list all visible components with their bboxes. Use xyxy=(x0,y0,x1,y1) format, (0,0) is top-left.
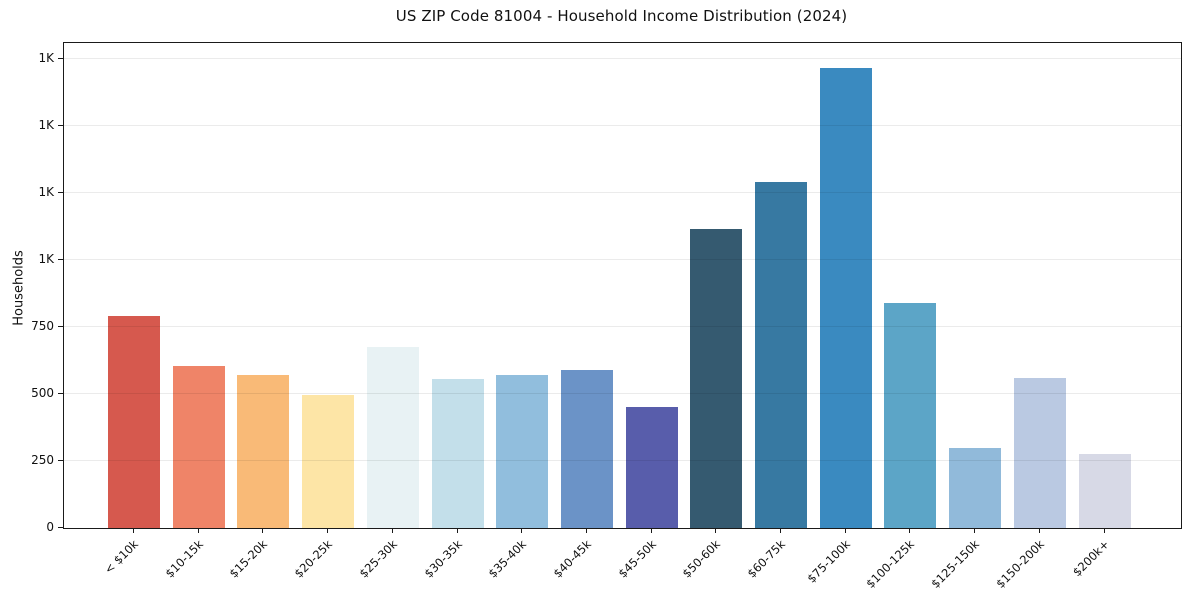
y-tick xyxy=(58,326,63,327)
gridline xyxy=(64,125,1181,126)
bar-$200k+ xyxy=(1078,454,1131,528)
x-tick xyxy=(651,528,652,533)
bar-$100-125k xyxy=(884,303,937,528)
gridline xyxy=(64,192,1181,193)
bar-$150-200k xyxy=(1013,378,1066,528)
x-tick xyxy=(974,528,975,533)
y-tick xyxy=(58,527,63,528)
bar-$20-25k xyxy=(302,395,355,528)
bar-$45-50k xyxy=(625,407,678,528)
x-tick xyxy=(198,528,199,533)
y-tick xyxy=(58,393,63,394)
y-tick-label: 1K xyxy=(38,118,54,132)
bar-$35-40k xyxy=(496,375,549,528)
x-tick xyxy=(780,528,781,533)
bar-$25-30k xyxy=(366,347,419,528)
gridline xyxy=(64,259,1181,260)
x-tick-label: $150-200k xyxy=(993,537,1047,590)
y-tick xyxy=(58,58,63,59)
bar-< $10k xyxy=(108,316,160,528)
x-tick-label: $15-20k xyxy=(226,537,270,581)
bar-$10-15k xyxy=(172,366,225,528)
x-tick-label: < $10k xyxy=(101,537,141,577)
x-tick xyxy=(586,528,587,533)
x-tick xyxy=(715,528,716,533)
x-tick-label: $50-60k xyxy=(679,537,723,581)
bar-$15-20k xyxy=(237,375,290,528)
bar-$75-100k xyxy=(819,68,872,528)
x-tick-label: $20-25k xyxy=(291,537,335,581)
bar-$30-35k xyxy=(431,379,484,528)
y-tick-label: 1K xyxy=(38,51,54,65)
x-tick-label: $10-15k xyxy=(162,537,206,581)
bar-$50-60k xyxy=(690,229,743,528)
y-tick-label: 250 xyxy=(31,453,54,467)
y-tick xyxy=(58,460,63,461)
x-tick xyxy=(909,528,910,533)
y-tick-label: 0 xyxy=(46,520,54,534)
x-tick xyxy=(845,528,846,533)
x-tick xyxy=(521,528,522,533)
y-tick-label: 1K xyxy=(38,252,54,266)
gridline xyxy=(64,326,1181,327)
x-tick xyxy=(262,528,263,533)
y-tick xyxy=(58,125,63,126)
y-tick xyxy=(58,259,63,260)
bar-$40-45k xyxy=(560,370,613,528)
x-tick xyxy=(327,528,328,533)
x-tick-label: $30-35k xyxy=(421,537,465,581)
x-tick-label: $200k+ xyxy=(1069,537,1112,580)
x-tick-label: $125-150k xyxy=(928,537,982,590)
x-tick-label: $35-40k xyxy=(485,537,529,581)
x-tick-label: $100-125k xyxy=(863,537,917,590)
bar-$60-75k xyxy=(755,182,807,528)
y-tick xyxy=(58,192,63,193)
x-tick-label: $60-75k xyxy=(744,537,788,581)
chart-title: US ZIP Code 81004 - Household Income Dis… xyxy=(395,7,848,25)
x-tick xyxy=(457,528,458,533)
x-tick-label: $45-50k xyxy=(615,537,659,581)
y-tick-label: 500 xyxy=(31,386,54,400)
x-tick-label: $75-100k xyxy=(804,537,853,586)
bar-$125-150k xyxy=(949,448,1002,528)
x-tick xyxy=(1104,528,1105,533)
y-tick-label: 1K xyxy=(38,185,54,199)
x-tick-label: $25-30k xyxy=(356,537,400,581)
plot-area xyxy=(63,42,1182,529)
x-tick xyxy=(1039,528,1040,533)
gridline xyxy=(64,58,1181,59)
y-tick-label: 750 xyxy=(31,319,54,333)
x-tick xyxy=(133,528,134,533)
x-tick-label: $40-45k xyxy=(550,537,594,581)
x-tick xyxy=(392,528,393,533)
